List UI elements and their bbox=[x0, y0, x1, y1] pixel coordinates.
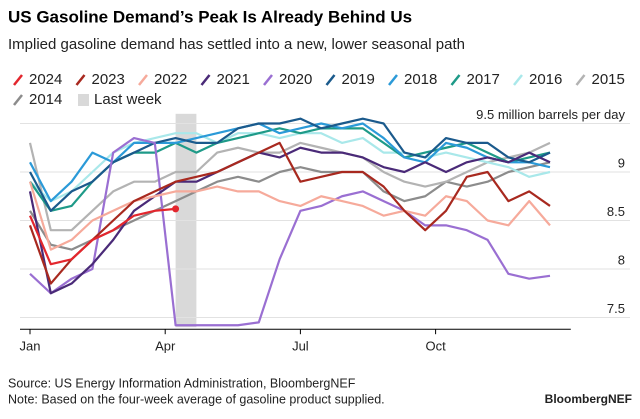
x-tick-label: Oct bbox=[425, 339, 446, 354]
chart-title: US Gasoline Demand’s Peak Is Already Beh… bbox=[8, 7, 412, 26]
legend-label: 2014 bbox=[29, 91, 62, 108]
legend-label: 2019 bbox=[342, 71, 375, 88]
y-tick-label: 7.5 bbox=[607, 301, 625, 316]
series-line bbox=[29, 117, 551, 212]
legend-swatch bbox=[138, 74, 148, 86]
brand: BloombergNEF bbox=[545, 392, 632, 406]
series-line bbox=[28, 181, 551, 251]
y-tick-label: 9 bbox=[618, 155, 625, 170]
legend-label: 2016 bbox=[529, 71, 562, 88]
x-tick-label: Jul bbox=[292, 339, 309, 354]
y-tick-label: 9.5 million barrels per day bbox=[476, 107, 625, 122]
legend-swatch bbox=[575, 74, 586, 86]
x-tick-label: Apr bbox=[155, 339, 176, 354]
series-line bbox=[28, 207, 176, 266]
chart-subtitle: Implied gasoline demand has settled into… bbox=[8, 36, 465, 53]
source: Source: US Energy Information Administra… bbox=[8, 376, 356, 390]
legend-label: 2017 bbox=[467, 71, 500, 88]
legend-label: 2020 bbox=[279, 71, 312, 88]
legend-swatch bbox=[325, 74, 336, 86]
legend-swatch bbox=[388, 74, 398, 86]
legend-swatch bbox=[263, 74, 273, 86]
series-line bbox=[28, 141, 551, 232]
legend-swatch bbox=[75, 74, 86, 86]
legend-label: 2018 bbox=[404, 71, 437, 88]
legend-swatch bbox=[450, 74, 461, 86]
legend-swatch bbox=[13, 94, 23, 106]
series-line bbox=[28, 141, 551, 285]
legend-label: 2023 bbox=[92, 71, 125, 88]
y-tick-label: 8.5 bbox=[607, 204, 625, 219]
legend-label: 2015 bbox=[592, 71, 625, 88]
series-line bbox=[29, 122, 551, 203]
legend-swatch bbox=[513, 74, 523, 86]
legend-label: Last week bbox=[94, 91, 162, 108]
x-tick-label: Jan bbox=[20, 339, 41, 354]
series-line bbox=[29, 136, 551, 327]
legend-label: 2024 bbox=[29, 71, 62, 88]
legend-swatch bbox=[78, 94, 89, 106]
latest-point bbox=[172, 205, 180, 213]
legend-label: 2021 bbox=[217, 71, 250, 88]
legend-swatch bbox=[200, 74, 211, 86]
y-tick-label: 8 bbox=[618, 252, 625, 267]
legend-label: 2022 bbox=[154, 71, 187, 88]
legend-swatch bbox=[13, 74, 23, 86]
note: Note: Based on the four-week average of … bbox=[8, 392, 385, 406]
series-line bbox=[28, 146, 551, 295]
